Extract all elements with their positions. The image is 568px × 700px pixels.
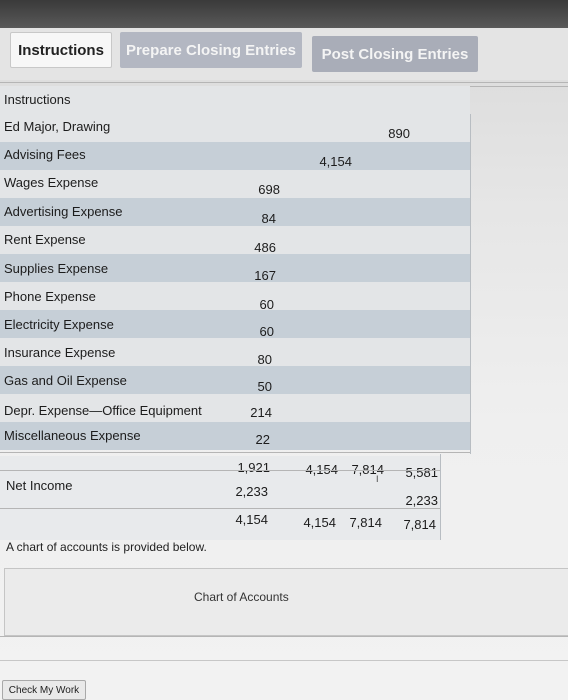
window-top-bar: [0, 0, 568, 28]
amount-cell: 50: [257, 379, 272, 394]
amount-cell: 80: [257, 352, 272, 367]
column-divider: [440, 454, 441, 540]
tab-prepare-closing-entries[interactable]: Prepare Closing Entries: [120, 32, 302, 68]
net-income-cell: 2,233: [405, 493, 438, 508]
table-row: Wages Expense 698: [0, 170, 470, 198]
amount-cell: 84: [261, 211, 276, 226]
amount-cell: 4,154: [319, 154, 352, 169]
divider: [0, 82, 568, 83]
final-total-cell: 7,814: [349, 515, 382, 530]
final-total-cell: 4,154: [235, 512, 268, 527]
account-label: Electricity Expense: [4, 317, 114, 332]
amount-cell: 60: [259, 324, 274, 339]
amount-cell: 22: [255, 432, 270, 447]
account-label: Gas and Oil Expense: [4, 373, 127, 388]
amount-cell: 486: [254, 240, 276, 255]
final-total-cell: 4,154: [303, 515, 336, 530]
column-divider: [470, 114, 471, 454]
amount-cell: 698: [258, 182, 280, 197]
total-cell: 7,814: [351, 462, 384, 477]
amount-cell: 214: [250, 405, 272, 420]
final-total-cell: 7,814: [403, 517, 436, 532]
account-label: Ed Major, Drawing: [4, 119, 111, 134]
total-cell: 5,581: [405, 465, 438, 480]
table-row: Gas and Oil Expense 50: [0, 366, 470, 394]
table-row: Electricity Expense 60: [0, 310, 470, 339]
instruction-note: A chart of accounts is provided below.: [6, 540, 207, 554]
divider: [0, 452, 470, 453]
net-income-cell: 2,233: [235, 484, 268, 499]
total-cell: 4,154: [305, 462, 338, 477]
table-row: Phone Expense 60: [0, 282, 470, 312]
account-label: Rent Expense: [4, 232, 86, 247]
amount-cell: 60: [259, 297, 274, 312]
account-label: Insurance Expense: [4, 345, 116, 360]
tab-instructions[interactable]: Instructions: [10, 32, 112, 68]
table-row: Advising Fees 4,154: [0, 142, 470, 170]
account-label: Advising Fees: [4, 147, 86, 162]
table-row: Depr. Expense—Office Equipment 214: [0, 394, 470, 422]
amount-cell: 167: [254, 268, 276, 283]
amount-cell: 890: [388, 126, 410, 141]
chart-of-accounts-panel: [4, 568, 568, 636]
divider: [0, 508, 440, 509]
divider: [0, 470, 440, 471]
table-row: Supplies Expense 167: [0, 254, 470, 283]
account-label: Miscellaneous Expense: [4, 428, 141, 443]
table-row: Advertising Expense 84: [0, 198, 470, 226]
account-label: Phone Expense: [4, 289, 96, 304]
check-my-work-button[interactable]: Check My Work: [2, 680, 86, 700]
table-row: Ed Major, Drawing 890: [0, 114, 470, 142]
account-label: Advertising Expense: [4, 204, 123, 219]
text-cursor-icon: I: [376, 474, 379, 484]
divider: [0, 660, 568, 661]
instructions-header-row: Instructions: [0, 86, 470, 114]
account-label: Supplies Expense: [4, 261, 109, 276]
section-title: Instructions: [4, 92, 71, 107]
chart-of-accounts-title[interactable]: Chart of Accounts: [194, 590, 289, 604]
account-label: Depr. Expense—Office Equipment: [4, 403, 202, 418]
net-income-label: Net Income: [6, 478, 73, 493]
total-cell: 1,921: [237, 460, 270, 475]
account-label: Wages Expense: [4, 175, 99, 190]
table-row: Miscellaneous Expense 22: [0, 422, 470, 450]
divider: [0, 636, 568, 637]
tab-post-closing-entries[interactable]: Post Closing Entries: [312, 36, 478, 72]
table-row: Insurance Expense 80: [0, 338, 470, 367]
table-row: Rent Expense 486: [0, 226, 470, 255]
